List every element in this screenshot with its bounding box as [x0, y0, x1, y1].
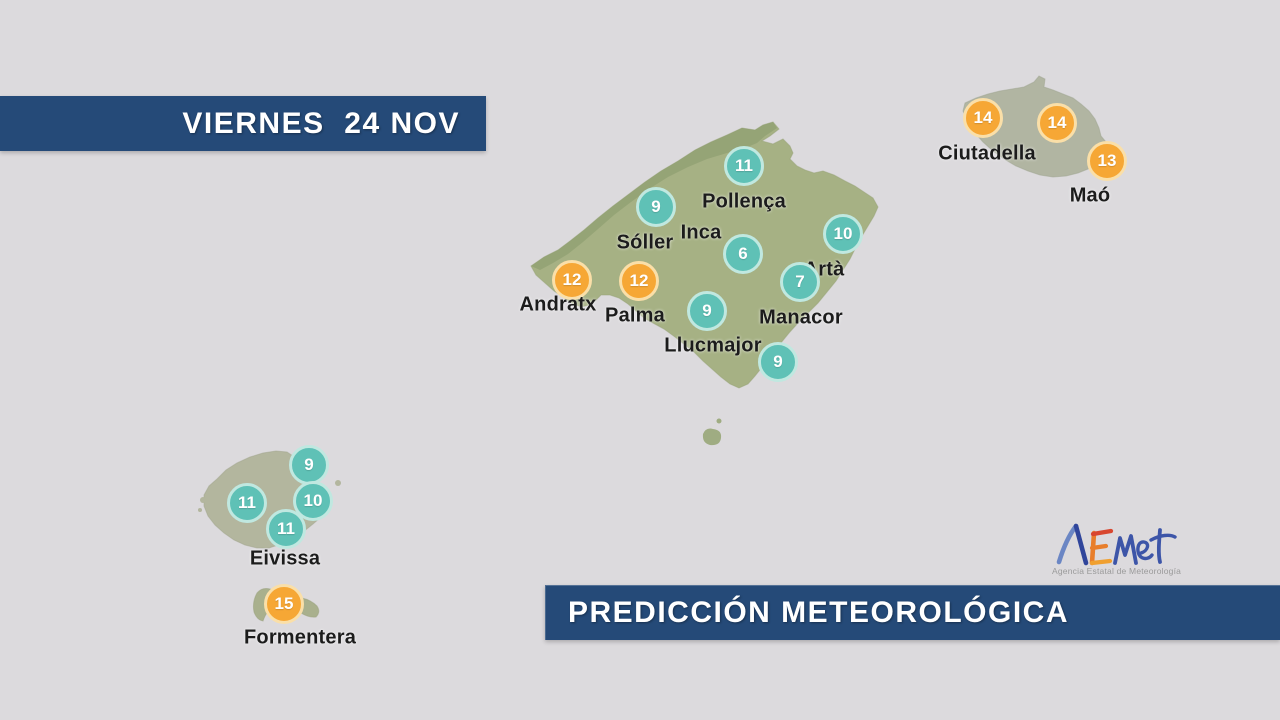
- aemet-letter-a-right: [1073, 523, 1089, 566]
- temp-badge-pollença: 11: [724, 146, 764, 186]
- city-label-palma: Palma: [605, 304, 665, 327]
- temp-badge: 14: [1037, 103, 1077, 143]
- temp-badge: 11: [227, 483, 267, 523]
- aemet-letter-t-stem: [1156, 528, 1162, 564]
- eivissa-west-islet: [200, 497, 206, 503]
- aemet-letter-t-bar: [1149, 533, 1177, 542]
- aemet-letter-e-top: [1090, 528, 1114, 537]
- date-banner: VIERNES 24 NOV: [0, 96, 486, 151]
- aemet-letter-a-left: [1056, 523, 1079, 565]
- temp-badge-artà: 10: [823, 214, 863, 254]
- forecast-title-text: PREDICCIÓN METEOROLÓGICA: [568, 596, 1070, 629]
- aemet-letter-e-bottom: [1089, 558, 1113, 566]
- temp-badge-sóller: 9: [636, 187, 676, 227]
- temp-badge: 10: [293, 481, 333, 521]
- temp-badge-eivissa: 11: [266, 509, 306, 549]
- aemet-letter-e2: [1136, 540, 1154, 561]
- forecast-title-banner: PREDICCIÓN METEOROLÓGICA: [545, 585, 1280, 640]
- aemet-tagline: Agencia Estatal de Meteorología: [1052, 566, 1182, 576]
- eivissa-southwest-islet: [198, 508, 202, 512]
- city-label-formentera: Formentera: [243, 626, 357, 649]
- eivissa-east-islet: [335, 480, 341, 486]
- menorca-island: [962, 75, 1109, 178]
- aemet-letter-m: [1113, 534, 1138, 565]
- city-label-inca: Inca: [680, 221, 722, 244]
- city-label-llucmajor: Llucmajor: [664, 334, 762, 357]
- temp-badge-palma: 12: [619, 261, 659, 301]
- temp-badge-formentera: 15: [264, 584, 304, 624]
- temp-badge: 9: [289, 445, 329, 485]
- city-label-pollença: Pollença: [702, 190, 786, 213]
- city-label-sóller: Sóller: [616, 231, 674, 254]
- aemet-logo-letters: [1056, 523, 1177, 566]
- tramuntana-mountains-shading: [531, 122, 777, 270]
- city-label-eivissa: Eivissa: [249, 547, 321, 570]
- aemet-letter-e-mid: [1089, 543, 1109, 551]
- cabrera-islet: [702, 428, 722, 446]
- cabrera-small-islet: [716, 418, 722, 424]
- temp-badge-andratx: 12: [552, 260, 592, 300]
- city-label-manacor: Manacor: [759, 306, 843, 329]
- temp-badge-ciutadella: 14: [963, 98, 1003, 138]
- city-label-ciutadella: Ciutadella: [938, 142, 1036, 165]
- temp-badge-inca: 6: [723, 234, 763, 274]
- aemet-logo: Agencia Estatal de Meteorología: [1052, 522, 1182, 580]
- temp-badge-manacor: 7: [780, 262, 820, 302]
- temp-badge-llucmajor: 9: [687, 291, 727, 331]
- date-banner-text: VIERNES 24 NOV: [182, 106, 460, 140]
- city-label-maó: Maó: [1069, 184, 1111, 207]
- temp-badge-maó: 13: [1087, 141, 1127, 181]
- temp-badge: 9: [758, 342, 798, 382]
- city-label-andratx: Andratx: [519, 293, 597, 316]
